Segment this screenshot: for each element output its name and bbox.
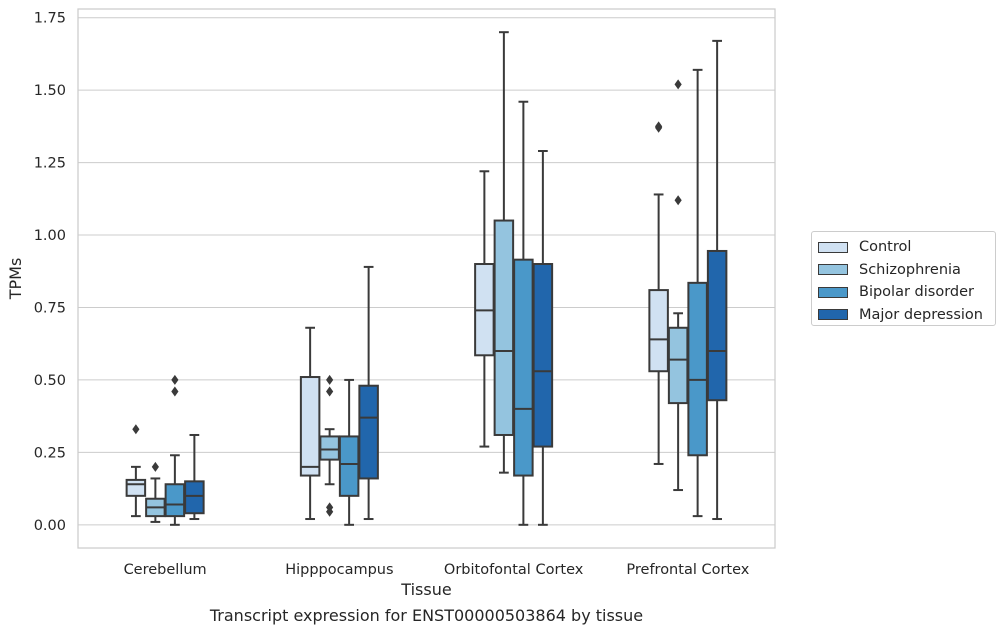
- box-iqr: [687, 281, 708, 457]
- x-tick-label: Hipppocampus: [285, 562, 393, 578]
- box-iqr: [164, 483, 186, 518]
- legend-item-bipolar-disorder: Bipolar disorder: [818, 281, 995, 304]
- box-iqr: [358, 384, 379, 480]
- outlier-marker: [674, 79, 682, 90]
- legend-swatch: [818, 286, 848, 298]
- y-tick-label: 1.75: [34, 11, 66, 27]
- box-iqr: [648, 289, 669, 373]
- x-axis-label: Tissue: [400, 580, 451, 599]
- outlier-marker: [151, 461, 159, 472]
- x-tick-label: Cerebellum: [124, 562, 207, 578]
- y-tick-label: 1.25: [34, 156, 66, 172]
- box-iqr: [319, 435, 340, 461]
- outlier-marker: [132, 424, 140, 435]
- legend-item-control: Control: [818, 236, 995, 259]
- legend-label: Schizophrenia: [859, 261, 961, 278]
- outlier-marker: [171, 374, 179, 385]
- legend-swatch: [818, 241, 848, 253]
- x-tick-label: Prefrontal Cortex: [626, 562, 749, 578]
- outlier-marker: [655, 121, 663, 132]
- box-iqr: [667, 326, 689, 405]
- box-iqr: [184, 480, 205, 515]
- box-iqr: [338, 435, 360, 497]
- box-iqr: [493, 219, 515, 436]
- y-tick-label: 0.25: [34, 445, 66, 461]
- legend-label: Major depression: [859, 306, 983, 323]
- legend-item-schizophrenia: Schizophrenia: [818, 259, 995, 282]
- legend-label: Bipolar disorder: [859, 284, 974, 301]
- plot-frame: [77, 8, 776, 549]
- box-iqr: [706, 249, 728, 402]
- box-iqr: [532, 263, 554, 448]
- box-iqr: [513, 258, 534, 477]
- box-iqr: [125, 478, 147, 497]
- y-axis-label: TPMs: [6, 258, 25, 301]
- outlier-marker: [674, 195, 682, 206]
- outlier-marker: [326, 374, 334, 385]
- y-tick-label: 1.50: [34, 83, 66, 99]
- legend-swatch: [818, 264, 848, 276]
- legend-swatch: [818, 309, 848, 321]
- y-tick-label: 0.75: [34, 300, 66, 316]
- x-tick-label: Orbitofontal Cortex: [444, 562, 584, 578]
- box-iqr: [299, 376, 321, 477]
- y-tick-label: 0.00: [34, 518, 66, 534]
- y-tick-label: 0.50: [34, 373, 66, 389]
- chart-legend: Control Schizophrenia Bipolar disorder M…: [811, 231, 996, 326]
- y-tick-label: 1.00: [34, 228, 66, 244]
- figure-caption: Transcript expression for ENST0000050386…: [209, 606, 644, 625]
- legend-label: Control: [859, 239, 912, 256]
- legend-item-major-depression: Major depression: [818, 304, 995, 327]
- outlier-marker: [326, 386, 334, 397]
- outlier-marker: [326, 506, 334, 517]
- outlier-marker: [171, 386, 179, 397]
